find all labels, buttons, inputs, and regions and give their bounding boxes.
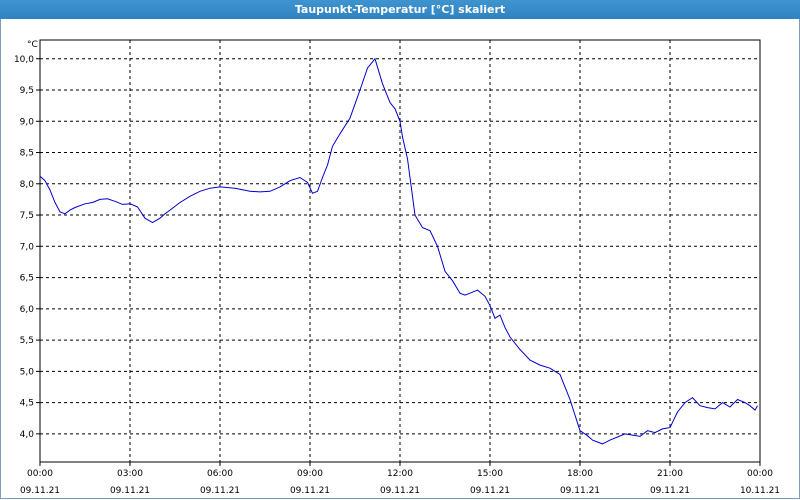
x-tick-date-label: 09.11.21 <box>380 486 420 496</box>
y-tick-label: 5,5 <box>20 336 34 346</box>
x-axis: 00:00 09.11.21 03:00 09.11.21 06:00 09.11.21 0… <box>20 462 780 496</box>
y-tick-label: 8,5 <box>20 149 34 159</box>
x-tick-time-label: 12:00 <box>387 469 413 479</box>
x-tick-time-label: 03:00 <box>117 469 143 479</box>
y-tick-label: 4,0 <box>20 430 35 440</box>
x-tick-date-label: 09.11.21 <box>110 486 150 496</box>
x-tick-date-label: 09.11.21 <box>650 486 690 496</box>
x-tick-date-label: 09.11.21 <box>470 486 510 496</box>
x-tick-time-label: 18:00 <box>567 469 593 479</box>
y-tick-label: 9,5 <box>20 86 34 96</box>
x-tick-time-label: 21:00 <box>657 469 683 479</box>
y-tick-label: 6,5 <box>20 274 34 284</box>
x-tick-time-label: 15:00 <box>477 469 503 479</box>
y-tick-label: 7,0 <box>20 242 35 252</box>
y-tick-label: 4,5 <box>20 399 34 409</box>
grid <box>40 40 760 462</box>
y-axis-unit-label: °C <box>27 40 38 50</box>
y-tick-label: 8,0 <box>20 180 35 190</box>
x-tick-time-label: 09:00 <box>297 469 323 479</box>
x-tick-time-label: 00:00 <box>747 469 773 479</box>
y-axis: 10,0 9,5 9,0 8,5 8,0 7,5 7,0 6,5 6,0 5,5 5,0 4,5 4,0 <box>14 55 40 440</box>
y-tick-label: 6,0 <box>20 305 35 315</box>
x-tick-date-label: 09.11.21 <box>200 486 240 496</box>
y-tick-label: 5,0 <box>20 367 35 377</box>
y-tick-label: 9,0 <box>20 117 35 127</box>
y-tick-label: 7,5 <box>20 211 34 221</box>
x-tick-date-label: 09.11.21 <box>560 486 600 496</box>
x-tick-time-label: 06:00 <box>207 469 233 479</box>
dewpoint-series-line <box>39 57 758 445</box>
chart-title: Taupunkt-Temperatur [°C] skaliert <box>0 0 800 19</box>
x-tick-date-label: 09.11.21 <box>20 486 60 496</box>
y-tick-label: 10,0 <box>14 55 34 65</box>
x-tick-date-label: 10.11.21 <box>740 486 780 496</box>
x-tick-date-label: 09.11.21 <box>290 486 330 496</box>
x-tick-time-label: 00:00 <box>27 469 53 479</box>
